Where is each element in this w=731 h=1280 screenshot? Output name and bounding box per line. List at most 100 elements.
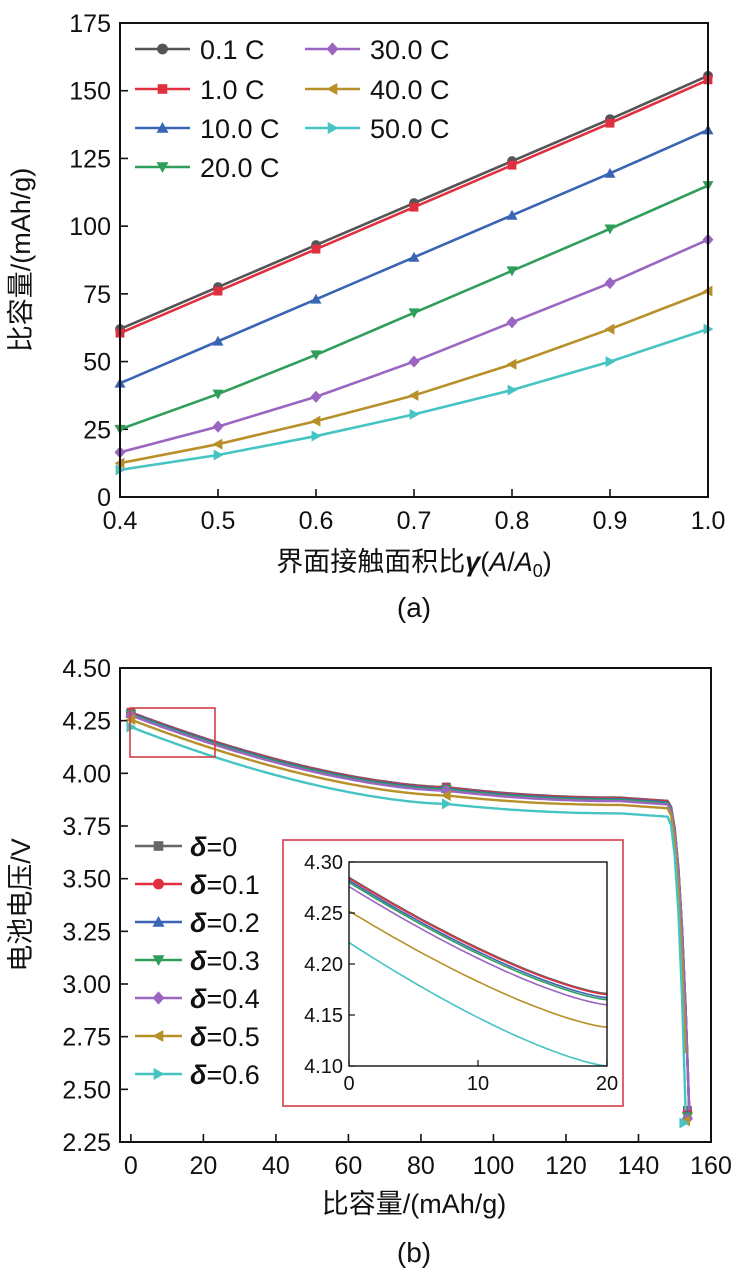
chart-a-line-6 bbox=[119, 327, 709, 472]
chart-a-point-6-4 bbox=[507, 384, 518, 396]
chart-b-ytick-label: 4.25 bbox=[62, 708, 111, 736]
chart-b-frame bbox=[119, 667, 712, 1143]
chart-b-xtick-label: 60 bbox=[335, 1152, 363, 1180]
chart-b-legend-value-5: =0.5 bbox=[206, 1022, 259, 1052]
inset-line-3 bbox=[348, 881, 608, 1001]
chart-a-xlabel: 界面接触面积比γ(A/A0) bbox=[276, 547, 552, 581]
chart-b-legend-label-6: δ=0.6 bbox=[190, 1060, 260, 1090]
chart-b-ytick-label: 3.25 bbox=[62, 918, 111, 946]
chart-b-legend-marker-1 bbox=[153, 878, 164, 890]
inset-line-2 bbox=[348, 879, 608, 999]
inset-xtick-label: 0 bbox=[343, 1073, 354, 1095]
chart-b-legend-value-6: =0.6 bbox=[206, 1060, 259, 1090]
chart-a-point-5-2 bbox=[310, 415, 321, 427]
chart-b-legend-value-0: =0 bbox=[206, 832, 237, 862]
chart-a-point-3-4 bbox=[506, 266, 518, 277]
chart-a-point-3-2 bbox=[310, 350, 322, 361]
chart-a-legend-label-1: 1.0 C bbox=[200, 75, 265, 105]
chart-a-point-1-4 bbox=[507, 160, 517, 170]
inset-line-4 bbox=[348, 885, 608, 1006]
chart-b-legend-marker-4 bbox=[152, 991, 165, 1005]
chart-b-xtick-label: 100 bbox=[473, 1152, 515, 1180]
chart-a-point-2-4 bbox=[506, 209, 518, 220]
inset-ytick-label: 4.30 bbox=[304, 852, 343, 874]
inset-ytick-label: 4.20 bbox=[304, 954, 343, 976]
chart-a-legend: 0.1 C 1.0 C 10.0 C 20.0 C 30.0 C 40.0 C 50.0 C bbox=[135, 35, 450, 183]
inset-line-1 bbox=[348, 877, 608, 996]
chart-b-legend-marker-3 bbox=[152, 955, 165, 966]
chart-a-ytick-label: 125 bbox=[69, 145, 111, 173]
chart-a-series-5 bbox=[114, 285, 713, 469]
chart-a-point-4-1 bbox=[212, 420, 224, 433]
chart-a-series-3 bbox=[114, 181, 714, 435]
chart-a-legend-label-4: 30.0 C bbox=[370, 35, 450, 65]
chart-a-legend-label-5: 40.0 C bbox=[370, 75, 450, 105]
chart-b-legend-symbol-0: δ bbox=[190, 832, 207, 862]
chart-a-ytick-label: 25 bbox=[83, 416, 111, 444]
inset-plot: 0 10 20 4.10 4.15 4.20 4.25 4.30 bbox=[304, 852, 618, 1095]
chart-a-point-6-1 bbox=[213, 449, 224, 461]
chart-a-ytick-label: 0 bbox=[97, 484, 111, 512]
chart-b-xtick-label: 80 bbox=[407, 1152, 435, 1180]
chart-b-legend-value-2: =0.2 bbox=[206, 908, 259, 938]
chart-a-point-1-3 bbox=[409, 202, 419, 212]
chart-a-xtick-label: 0.5 bbox=[201, 507, 236, 535]
inset-line-0 bbox=[348, 876, 608, 995]
chart-a-point-5-3 bbox=[408, 389, 419, 401]
chart-b-legend-marker-6 bbox=[153, 1068, 165, 1080]
inset-line-6 bbox=[348, 941, 608, 1067]
chart-a-caption: (a) bbox=[397, 592, 431, 623]
chart-a-xtick-label: 0.9 bbox=[593, 507, 628, 535]
chart-a-legend-label-0: 0.1 C bbox=[200, 35, 265, 65]
chart-a-ytick-label: 50 bbox=[83, 349, 111, 377]
chart-b-legend-symbol-6: δ bbox=[190, 1060, 207, 1090]
inset-ytick-label: 4.25 bbox=[304, 903, 343, 925]
chart-a-ytick-label: 175 bbox=[69, 10, 111, 38]
chart-a-legend-marker-3 bbox=[156, 162, 169, 173]
chart-a-xtick-label: 0.8 bbox=[495, 507, 530, 535]
chart-a-point-3-5 bbox=[604, 224, 616, 235]
chart-a-point-2-5 bbox=[604, 167, 616, 178]
inset-xtick-label: 10 bbox=[467, 1073, 489, 1095]
chart-a-ytick-label: 75 bbox=[83, 281, 111, 309]
chart-a-frame bbox=[119, 22, 709, 498]
inset-line-5 bbox=[348, 910, 608, 1028]
chart-b-legend-label-0: δ=0 bbox=[190, 832, 237, 862]
chart-b-legend-value-3: =0.3 bbox=[206, 946, 259, 976]
chart-a-point-4-5 bbox=[604, 276, 616, 290]
chart-b-legend-value-4: =0.4 bbox=[206, 984, 259, 1014]
chart-a-point-1-5 bbox=[605, 118, 615, 128]
chart-a-legend-marker-2 bbox=[156, 122, 169, 133]
chart-b-xtick-label: 140 bbox=[618, 1152, 660, 1180]
zoom-region-box bbox=[129, 707, 216, 758]
chart-b-line-4 bbox=[130, 714, 691, 1111]
inset-border bbox=[282, 839, 624, 1107]
chart-b-legend-marker-2 bbox=[152, 916, 165, 927]
chart-a-point-4-4 bbox=[506, 316, 518, 329]
chart-a-legend-marker-5 bbox=[326, 83, 338, 95]
inset-ytick-label: 4.10 bbox=[304, 1056, 343, 1078]
chart-b-point-mid-5 bbox=[440, 789, 451, 801]
chart-a-point-6-2 bbox=[311, 430, 322, 442]
chart-b-ytick-label: 4.00 bbox=[62, 760, 111, 788]
chart-b-ylabel: 电池电压/V bbox=[6, 838, 36, 972]
inset-ytick-label: 4.15 bbox=[304, 1005, 343, 1027]
chart-b-legend-marker-5 bbox=[152, 1030, 164, 1042]
chart-a-legend-label-3: 20.0 C bbox=[200, 153, 280, 183]
chart-b: 0 20 40 60 80 100 120 140 1602.252.502.753.003.2… bbox=[6, 655, 731, 1268]
chart-a-series-0 bbox=[115, 70, 713, 335]
chart-b-point-mid-6 bbox=[441, 798, 452, 810]
chart-a-legend-marker-6 bbox=[327, 122, 339, 134]
chart-b-xtick-label: 20 bbox=[189, 1152, 217, 1180]
chart-b-xtick-label: 160 bbox=[690, 1152, 731, 1180]
chart-a-point-1-1 bbox=[213, 286, 223, 296]
chart-b-legend: δ=0δ=0.1δ=0.2δ=0.3δ=0.4δ=0.5δ=0.6 bbox=[135, 832, 260, 1090]
chart-b-legend-label-5: δ=0.5 bbox=[190, 1022, 260, 1052]
chart-b-legend-symbol-3: δ bbox=[190, 946, 207, 976]
chart-a-legend-label-6: 50.0 C bbox=[370, 114, 450, 144]
chart-b-xtick-label: 0 bbox=[124, 1152, 138, 1180]
chart-b-xtick-label: 120 bbox=[545, 1152, 587, 1180]
chart-b-series-6 bbox=[126, 721, 690, 1129]
chart-a-point-3-1 bbox=[212, 389, 224, 400]
chart-b-line-5 bbox=[130, 718, 687, 1054]
